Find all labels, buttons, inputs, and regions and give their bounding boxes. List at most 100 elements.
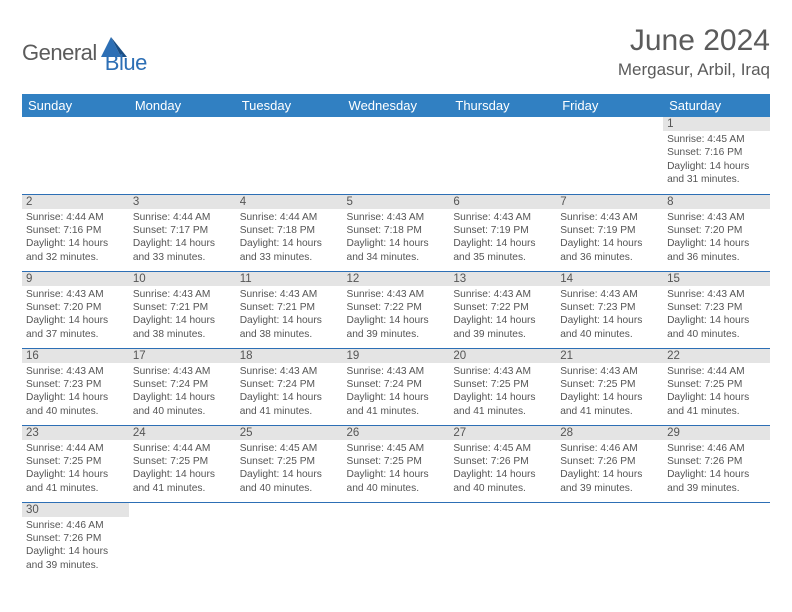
weekday-header: Wednesday [343,94,450,117]
weekday-header-row: SundayMondayTuesdayWednesdayThursdayFrid… [22,94,770,117]
day-number: 15 [663,272,770,286]
calendar-day-cell: 23Sunrise: 4:44 AMSunset: 7:25 PMDayligh… [22,425,129,502]
day-details: Sunrise: 4:43 AMSunset: 7:20 PMDaylight:… [22,286,129,345]
weekday-header: Friday [556,94,663,117]
day-details: Sunrise: 4:46 AMSunset: 7:26 PMDaylight:… [663,440,770,499]
day-details: Sunrise: 4:44 AMSunset: 7:17 PMDaylight:… [129,209,236,268]
day-details: Sunrise: 4:43 AMSunset: 7:25 PMDaylight:… [556,363,663,422]
day-details: Sunrise: 4:44 AMSunset: 7:25 PMDaylight:… [663,363,770,422]
day-details: Sunrise: 4:44 AMSunset: 7:18 PMDaylight:… [236,209,343,268]
day-details: Sunrise: 4:43 AMSunset: 7:24 PMDaylight:… [129,363,236,422]
day-details: Sunrise: 4:43 AMSunset: 7:21 PMDaylight:… [236,286,343,345]
calendar-day-cell: 20Sunrise: 4:43 AMSunset: 7:25 PMDayligh… [449,348,556,425]
calendar-day-cell: 3Sunrise: 4:44 AMSunset: 7:17 PMDaylight… [129,194,236,271]
day-details: Sunrise: 4:43 AMSunset: 7:22 PMDaylight:… [449,286,556,345]
day-number: 14 [556,272,663,286]
calendar-day-cell: 5Sunrise: 4:43 AMSunset: 7:18 PMDaylight… [343,194,450,271]
weekday-header: Saturday [663,94,770,117]
day-details: Sunrise: 4:43 AMSunset: 7:24 PMDaylight:… [236,363,343,422]
day-details: Sunrise: 4:43 AMSunset: 7:18 PMDaylight:… [343,209,450,268]
calendar-day-cell: 29Sunrise: 4:46 AMSunset: 7:26 PMDayligh… [663,425,770,502]
calendar-day-cell: 28Sunrise: 4:46 AMSunset: 7:26 PMDayligh… [556,425,663,502]
calendar-week-row: 16Sunrise: 4:43 AMSunset: 7:23 PMDayligh… [22,348,770,425]
day-number: 1 [663,117,770,131]
calendar-week-row: 2Sunrise: 4:44 AMSunset: 7:16 PMDaylight… [22,194,770,271]
weekday-header: Tuesday [236,94,343,117]
calendar-body: 1Sunrise: 4:45 AMSunset: 7:16 PMDaylight… [22,117,770,579]
day-number: 28 [556,426,663,440]
day-number: 26 [343,426,450,440]
calendar-empty-cell [236,502,343,579]
calendar-day-cell: 12Sunrise: 4:43 AMSunset: 7:22 PMDayligh… [343,271,450,348]
calendar-day-cell: 6Sunrise: 4:43 AMSunset: 7:19 PMDaylight… [449,194,556,271]
day-details: Sunrise: 4:44 AMSunset: 7:25 PMDaylight:… [129,440,236,499]
calendar-day-cell: 30Sunrise: 4:46 AMSunset: 7:26 PMDayligh… [22,502,129,579]
calendar-day-cell: 8Sunrise: 4:43 AMSunset: 7:20 PMDaylight… [663,194,770,271]
day-details: Sunrise: 4:43 AMSunset: 7:19 PMDaylight:… [449,209,556,268]
title-block: June 2024 Mergasur, Arbil, Iraq [618,24,770,80]
calendar-day-cell: 18Sunrise: 4:43 AMSunset: 7:24 PMDayligh… [236,348,343,425]
day-number: 16 [22,349,129,363]
weekday-header: Sunday [22,94,129,117]
calendar-day-cell: 2Sunrise: 4:44 AMSunset: 7:16 PMDaylight… [22,194,129,271]
calendar-day-cell: 24Sunrise: 4:44 AMSunset: 7:25 PMDayligh… [129,425,236,502]
calendar-day-cell: 25Sunrise: 4:45 AMSunset: 7:25 PMDayligh… [236,425,343,502]
day-details: Sunrise: 4:43 AMSunset: 7:21 PMDaylight:… [129,286,236,345]
calendar-empty-cell [556,117,663,194]
day-number: 24 [129,426,236,440]
day-details: Sunrise: 4:45 AMSunset: 7:16 PMDaylight:… [663,131,770,190]
day-number: 27 [449,426,556,440]
day-number: 20 [449,349,556,363]
day-number: 25 [236,426,343,440]
calendar-day-cell: 4Sunrise: 4:44 AMSunset: 7:18 PMDaylight… [236,194,343,271]
logo-text-blue: Blue [105,50,147,76]
logo: General Blue [22,30,147,76]
calendar-day-cell: 26Sunrise: 4:45 AMSunset: 7:25 PMDayligh… [343,425,450,502]
day-details: Sunrise: 4:43 AMSunset: 7:23 PMDaylight:… [663,286,770,345]
calendar-day-cell: 27Sunrise: 4:45 AMSunset: 7:26 PMDayligh… [449,425,556,502]
month-title: June 2024 [618,24,770,58]
calendar-empty-cell [22,117,129,194]
day-number: 10 [129,272,236,286]
day-number: 3 [129,195,236,209]
day-details: Sunrise: 4:46 AMSunset: 7:26 PMDaylight:… [22,517,129,576]
day-number: 17 [129,349,236,363]
calendar-day-cell: 13Sunrise: 4:43 AMSunset: 7:22 PMDayligh… [449,271,556,348]
day-number: 22 [663,349,770,363]
day-number: 29 [663,426,770,440]
day-number: 23 [22,426,129,440]
calendar-empty-cell [449,502,556,579]
calendar-day-cell: 21Sunrise: 4:43 AMSunset: 7:25 PMDayligh… [556,348,663,425]
day-number: 7 [556,195,663,209]
day-details: Sunrise: 4:44 AMSunset: 7:16 PMDaylight:… [22,209,129,268]
calendar-empty-cell [449,117,556,194]
calendar-day-cell: 7Sunrise: 4:43 AMSunset: 7:19 PMDaylight… [556,194,663,271]
day-details: Sunrise: 4:43 AMSunset: 7:24 PMDaylight:… [343,363,450,422]
calendar-empty-cell [343,117,450,194]
calendar-empty-cell [556,502,663,579]
calendar-empty-cell [236,117,343,194]
calendar-day-cell: 9Sunrise: 4:43 AMSunset: 7:20 PMDaylight… [22,271,129,348]
day-number: 4 [236,195,343,209]
day-details: Sunrise: 4:44 AMSunset: 7:25 PMDaylight:… [22,440,129,499]
day-details: Sunrise: 4:43 AMSunset: 7:19 PMDaylight:… [556,209,663,268]
location: Mergasur, Arbil, Iraq [618,60,770,80]
day-details: Sunrise: 4:45 AMSunset: 7:26 PMDaylight:… [449,440,556,499]
calendar-table: SundayMondayTuesdayWednesdayThursdayFrid… [22,94,770,579]
day-number: 30 [22,503,129,517]
calendar-day-cell: 1Sunrise: 4:45 AMSunset: 7:16 PMDaylight… [663,117,770,194]
calendar-day-cell: 15Sunrise: 4:43 AMSunset: 7:23 PMDayligh… [663,271,770,348]
calendar-day-cell: 11Sunrise: 4:43 AMSunset: 7:21 PMDayligh… [236,271,343,348]
day-details: Sunrise: 4:43 AMSunset: 7:25 PMDaylight:… [449,363,556,422]
day-number: 18 [236,349,343,363]
calendar-week-row: 1Sunrise: 4:45 AMSunset: 7:16 PMDaylight… [22,117,770,194]
calendar-week-row: 23Sunrise: 4:44 AMSunset: 7:25 PMDayligh… [22,425,770,502]
calendar-week-row: 9Sunrise: 4:43 AMSunset: 7:20 PMDaylight… [22,271,770,348]
logo-text-general: General [22,40,97,66]
calendar-day-cell: 19Sunrise: 4:43 AMSunset: 7:24 PMDayligh… [343,348,450,425]
calendar-empty-cell [129,117,236,194]
calendar-empty-cell [129,502,236,579]
day-details: Sunrise: 4:45 AMSunset: 7:25 PMDaylight:… [343,440,450,499]
calendar-day-cell: 17Sunrise: 4:43 AMSunset: 7:24 PMDayligh… [129,348,236,425]
day-details: Sunrise: 4:45 AMSunset: 7:25 PMDaylight:… [236,440,343,499]
